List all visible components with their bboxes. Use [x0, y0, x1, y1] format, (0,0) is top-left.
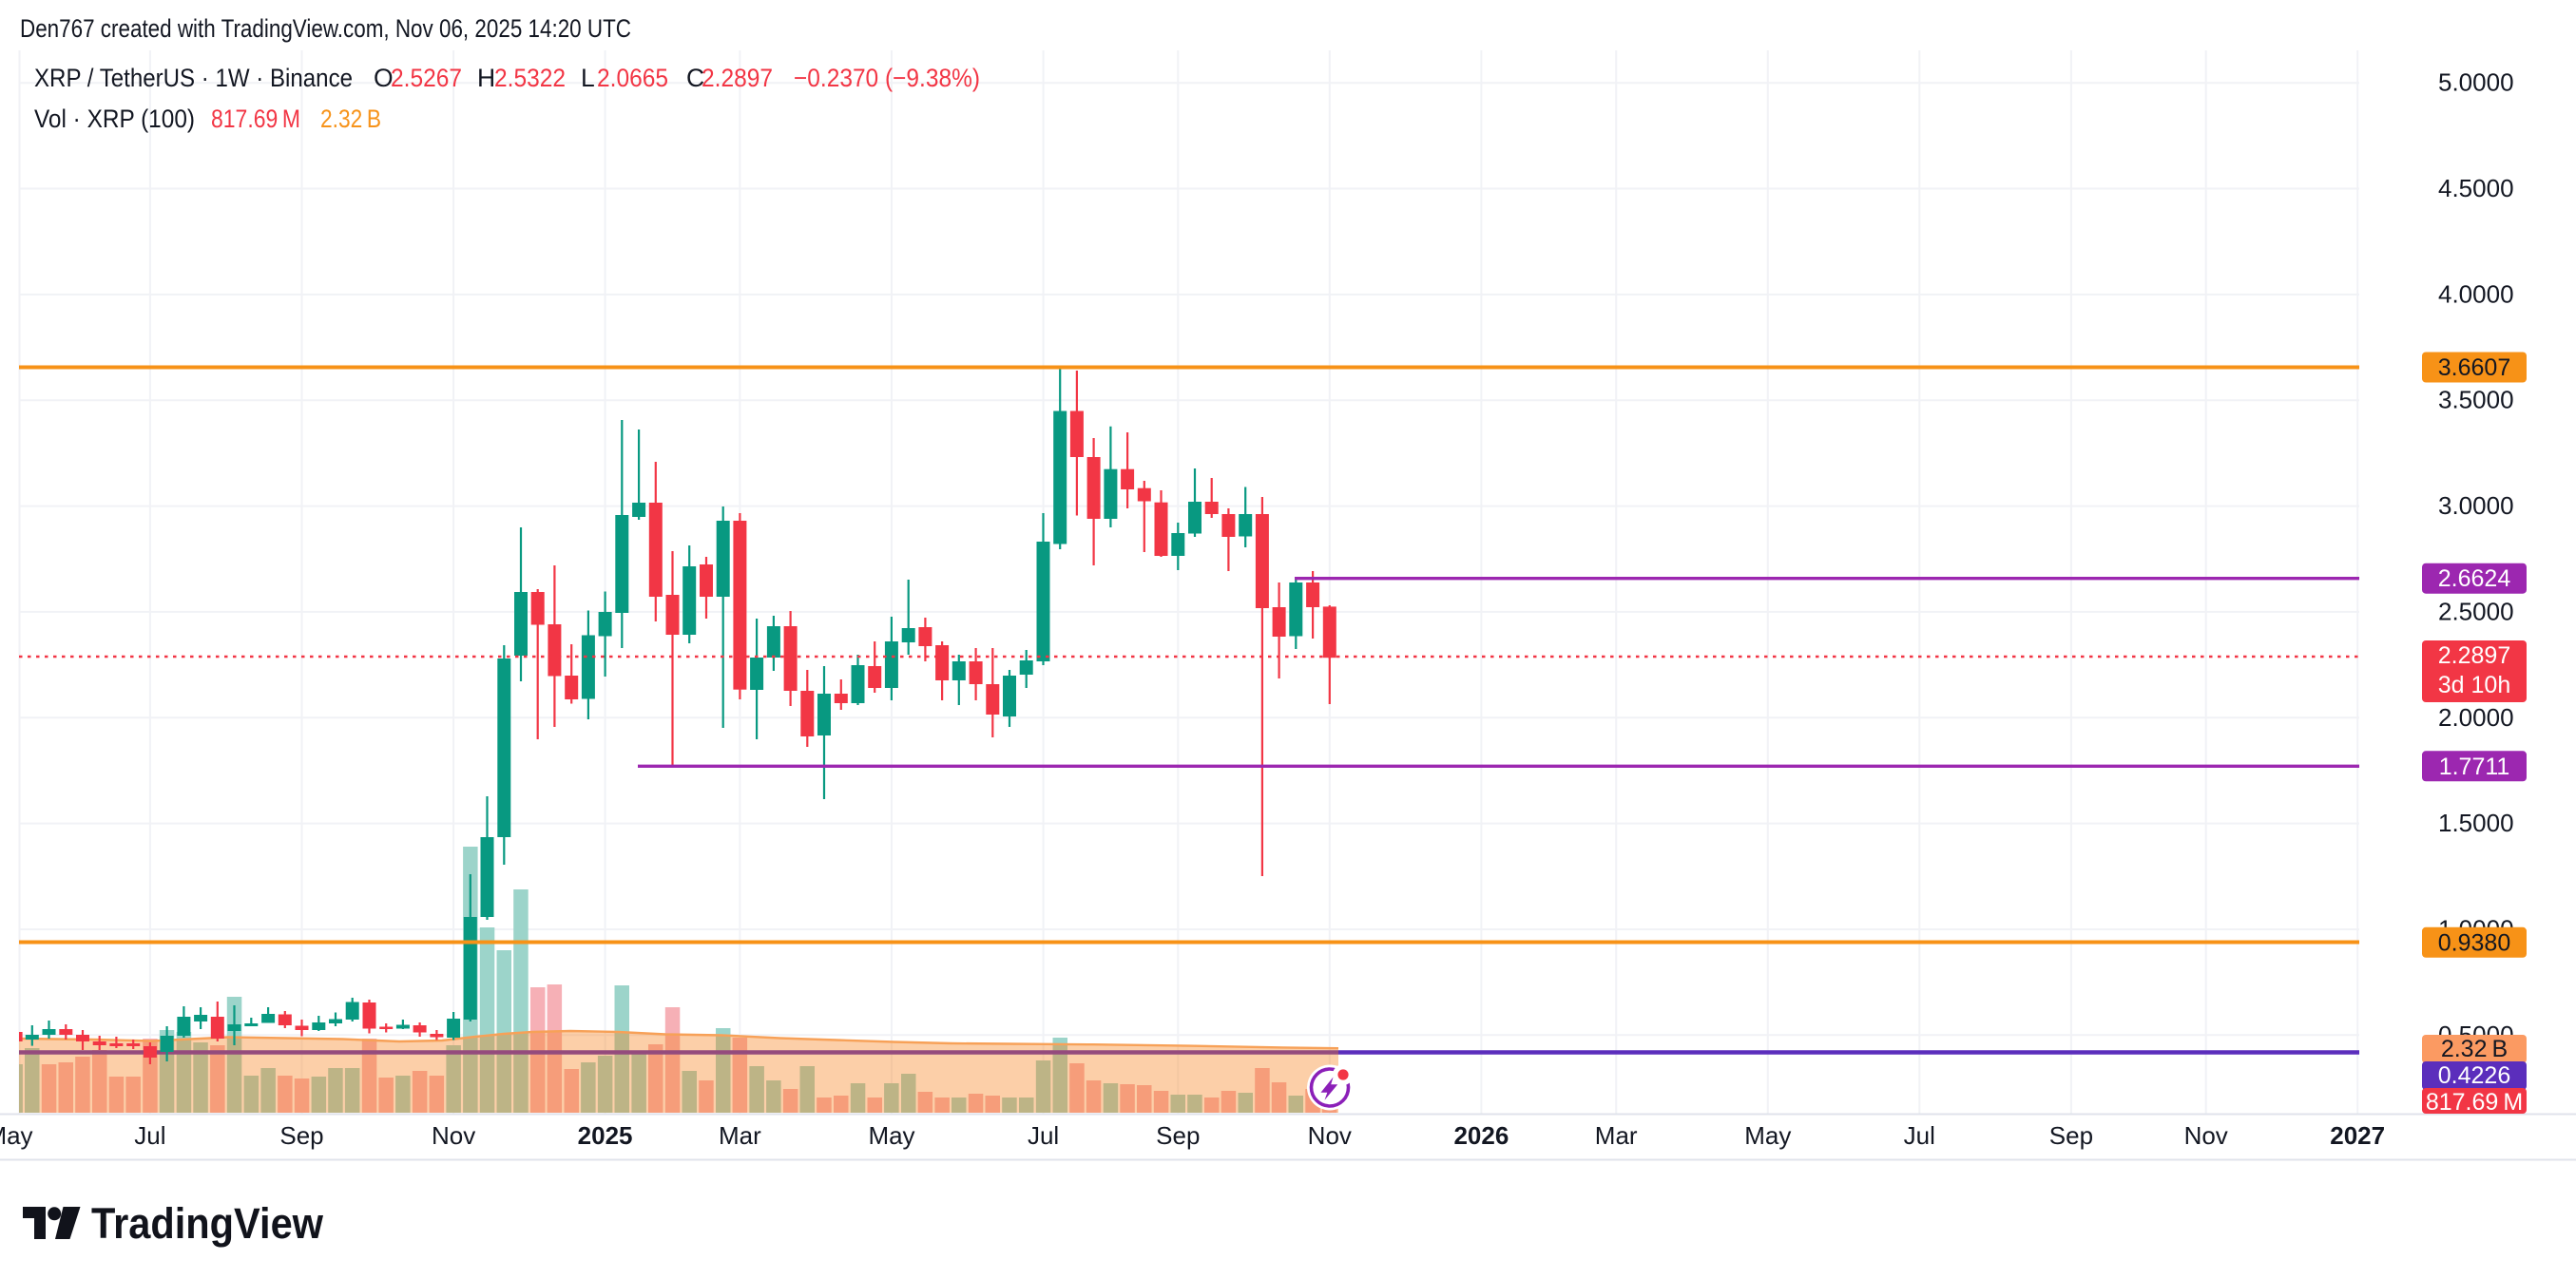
- svg-text:0.9380: 0.9380: [2438, 929, 2510, 956]
- svg-text:0.4226: 0.4226: [2438, 1062, 2510, 1089]
- svg-text:2.5000: 2.5000: [2438, 597, 2514, 625]
- svg-text:C: C: [686, 64, 704, 92]
- svg-text:May: May: [1744, 1121, 1791, 1150]
- svg-text:Mar: Mar: [1595, 1121, 1638, 1150]
- svg-text:H: H: [477, 64, 495, 92]
- svg-text:2.0665: 2.0665: [597, 64, 668, 92]
- svg-text:2025: 2025: [578, 1121, 633, 1150]
- svg-text:−0.2370 (−9.38%): −0.2370 (−9.38%): [794, 64, 980, 92]
- svg-text:2.32 B: 2.32 B: [2441, 1036, 2508, 1062]
- svg-text:1.7711: 1.7711: [2439, 754, 2510, 780]
- svg-text:5.0000: 5.0000: [2438, 68, 2514, 97]
- svg-text:1.5000: 1.5000: [2438, 809, 2514, 837]
- svg-text:Jul: Jul: [1904, 1121, 1935, 1150]
- svg-text:3d 10h: 3d 10h: [2438, 672, 2510, 698]
- svg-text:2.5322: 2.5322: [494, 64, 566, 92]
- svg-text:3.0000: 3.0000: [2438, 491, 2514, 520]
- svg-text:2027: 2027: [2330, 1121, 2385, 1150]
- svg-text:XRP / TetherUS · 1W · Binance: XRP / TetherUS · 1W · Binance: [34, 64, 353, 92]
- svg-text:4.5000: 4.5000: [2438, 174, 2514, 202]
- svg-text:817.69 M: 817.69 M: [2426, 1089, 2523, 1116]
- svg-text:2.2897: 2.2897: [2438, 642, 2510, 669]
- svg-text:817.69 M: 817.69 M: [211, 105, 300, 133]
- svg-text:May: May: [868, 1121, 914, 1150]
- svg-text:Mar: Mar: [719, 1121, 761, 1150]
- svg-text:L: L: [581, 64, 595, 92]
- svg-text:Den767 created with TradingVie: Den767 created with TradingView.com, Nov…: [20, 14, 631, 43]
- svg-text:3.5000: 3.5000: [2438, 386, 2514, 414]
- svg-text:Sep: Sep: [2049, 1121, 2093, 1150]
- svg-text:Jul: Jul: [134, 1121, 165, 1150]
- svg-text:May: May: [0, 1121, 33, 1150]
- svg-text:TradingView: TradingView: [91, 1199, 324, 1248]
- svg-text:O: O: [374, 64, 394, 92]
- svg-text:Nov: Nov: [2184, 1121, 2228, 1150]
- svg-text:Sep: Sep: [1156, 1121, 1200, 1150]
- svg-text:Nov: Nov: [1308, 1121, 1352, 1150]
- svg-text:2.5267: 2.5267: [391, 64, 462, 92]
- svg-text:2.32 B: 2.32 B: [320, 105, 381, 133]
- svg-text:2.0000: 2.0000: [2438, 703, 2514, 732]
- svg-text:Jul: Jul: [1028, 1121, 1059, 1150]
- svg-text:2026: 2026: [1453, 1121, 1509, 1150]
- svg-text:2.6624: 2.6624: [2438, 565, 2511, 592]
- svg-text:Nov: Nov: [432, 1121, 475, 1150]
- svg-text:4.0000: 4.0000: [2438, 279, 2514, 308]
- svg-text:3.6607: 3.6607: [2438, 354, 2510, 381]
- svg-text:Vol · XRP (100): Vol · XRP (100): [34, 105, 195, 133]
- svg-text:2.2897: 2.2897: [702, 64, 773, 92]
- svg-text:Sep: Sep: [279, 1121, 323, 1150]
